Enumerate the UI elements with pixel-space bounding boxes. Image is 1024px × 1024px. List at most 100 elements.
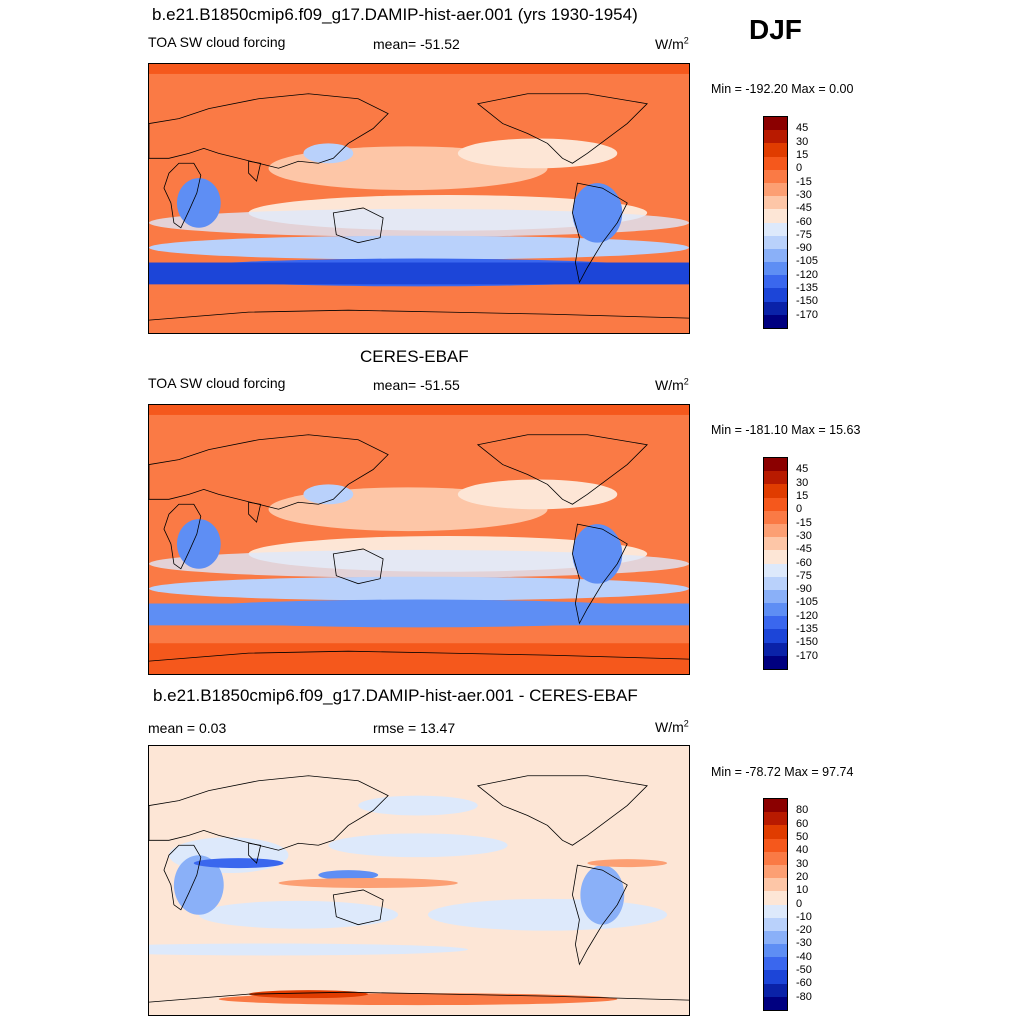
- colorbar-tick-label: 30: [796, 135, 809, 148]
- colorbar-box: [764, 550, 787, 564]
- colorbar-tick-label: 80: [796, 804, 809, 817]
- colorbar-box: [764, 957, 787, 971]
- colorbar-box: [764, 589, 787, 604]
- colorbar-tick-label: -50: [796, 964, 812, 977]
- colorbar-box: [764, 235, 787, 250]
- colorbar-box: [764, 262, 787, 276]
- colorbar-tick-label: 40: [796, 844, 809, 857]
- colorbar-box: [764, 983, 787, 998]
- colorbar-box: [764, 629, 787, 644]
- panel-2-units-label: W/m2: [655, 376, 689, 393]
- panel-1-map: [148, 63, 690, 334]
- colorbar-box: [764, 471, 787, 485]
- colorbar-box: [764, 864, 787, 879]
- colorbar-tick-label: 45: [796, 122, 809, 135]
- colorbar-box: [764, 156, 787, 171]
- panel-2-colorbar: [763, 457, 788, 670]
- colorbar-box: [764, 169, 787, 184]
- colorbar-box: [764, 248, 787, 263]
- colorbar-box: [764, 563, 787, 578]
- colorbar-box: [764, 917, 787, 932]
- colorbar-tick-label: -75: [796, 569, 812, 582]
- colorbar-tick-label: -15: [796, 516, 812, 529]
- colorbar-tick-label: -150: [796, 636, 819, 649]
- colorbar-box: [764, 288, 787, 303]
- colorbar-box: [764, 616, 787, 630]
- panel-1-units-label: W/m2: [655, 35, 689, 52]
- colorbar-tick-label: 30: [796, 857, 809, 870]
- panel-1-mean-label: mean= -51.52: [373, 36, 460, 52]
- panel-2-minmax: Min = -181.10 Max = 15.63: [711, 423, 861, 437]
- map-svg: [149, 64, 689, 333]
- colorbar-tick-label: -20: [796, 924, 812, 937]
- colorbar-tick-label: 10: [796, 884, 809, 897]
- colorbar-tick-label: -150: [796, 295, 819, 308]
- colorbar-box: [764, 944, 787, 958]
- panel-2-title: CERES-EBAF: [360, 347, 469, 366]
- colorbar-box: [764, 930, 787, 945]
- colorbar-box: [764, 603, 787, 617]
- colorbar-tick-label: -40: [796, 950, 812, 963]
- colorbar-tick-label: -45: [796, 202, 812, 215]
- colorbar-box: [764, 182, 787, 197]
- colorbar-tick-label: -30: [796, 188, 812, 201]
- colorbar-box: [764, 970, 787, 985]
- colorbar-box: [764, 196, 787, 210]
- colorbar-tick-label: -30: [796, 529, 812, 542]
- colorbar-tick-label: 0: [796, 503, 803, 516]
- colorbar-tick-label: -45: [796, 543, 812, 556]
- colorbar-tick-label: -15: [796, 175, 812, 188]
- colorbar-tick-label: 0: [796, 897, 803, 910]
- colorbar-tick-label: -170: [796, 649, 819, 662]
- panel-2-variable-label: TOA SW cloud forcing: [148, 375, 286, 391]
- colorbar-tick-label: 0: [796, 162, 803, 175]
- colorbar-box: [764, 576, 787, 591]
- colorbar-tick-label: 15: [796, 489, 809, 502]
- colorbar-box: [764, 799, 787, 813]
- colorbar-tick-label: -60: [796, 556, 812, 569]
- colorbar-box: [764, 275, 787, 289]
- panel-3-rmse-label: rmse = 13.47: [373, 720, 456, 736]
- colorbar-box: [764, 209, 787, 223]
- colorbar-box: [764, 117, 787, 131]
- colorbar-box: [764, 825, 787, 839]
- colorbar-tick-label: 45: [796, 463, 809, 476]
- panel-3-title: b.e21.B1850cmip6.f09_g17.DAMIP-hist-aer.…: [153, 686, 638, 705]
- colorbar-box: [764, 878, 787, 892]
- colorbar-tick-label: -105: [796, 255, 819, 268]
- colorbar-tick-label: -90: [796, 242, 812, 255]
- panel-1-title: b.e21.B1850cmip6.f09_g17.DAMIP-hist-aer.…: [152, 5, 638, 24]
- colorbar-tick-label: -120: [796, 609, 819, 622]
- colorbar-box: [764, 996, 787, 1011]
- colorbar-box: [764, 891, 787, 905]
- colorbar-box: [764, 655, 787, 670]
- colorbar-box: [764, 484, 787, 498]
- colorbar-tick-label: -60: [796, 215, 812, 228]
- map-svg: [149, 405, 689, 674]
- colorbar-tick-label: -120: [796, 268, 819, 281]
- colorbar-tick-label: -30: [796, 937, 812, 950]
- colorbar-box: [764, 458, 787, 472]
- map-svg: [149, 746, 689, 1015]
- colorbar-tick-label: 30: [796, 476, 809, 489]
- colorbar-tick-label: -60: [796, 977, 812, 990]
- colorbar-box: [764, 642, 787, 657]
- colorbar-box: [764, 838, 787, 853]
- panel-3-units-label: W/m2: [655, 718, 689, 735]
- colorbar-box: [764, 497, 787, 512]
- panel-2-mean-label: mean= -51.55: [373, 377, 460, 393]
- colorbar-tick-label: -90: [796, 583, 812, 596]
- panel-1-colorbar: [763, 116, 788, 329]
- colorbar-tick-label: -135: [796, 623, 819, 636]
- colorbar-box: [764, 537, 787, 551]
- colorbar-tick-label: -75: [796, 228, 812, 241]
- panel-3-minmax: Min = -78.72 Max = 97.74: [711, 765, 854, 779]
- colorbar-box: [764, 851, 787, 866]
- colorbar-box: [764, 812, 787, 826]
- panel-3-mean-label: mean = 0.03: [148, 720, 227, 736]
- colorbar-box: [764, 301, 787, 316]
- panel-3-map: [148, 745, 690, 1016]
- colorbar-tick-label: 60: [796, 817, 809, 830]
- colorbar-tick-label: -135: [796, 282, 819, 295]
- colorbar-box: [764, 143, 787, 157]
